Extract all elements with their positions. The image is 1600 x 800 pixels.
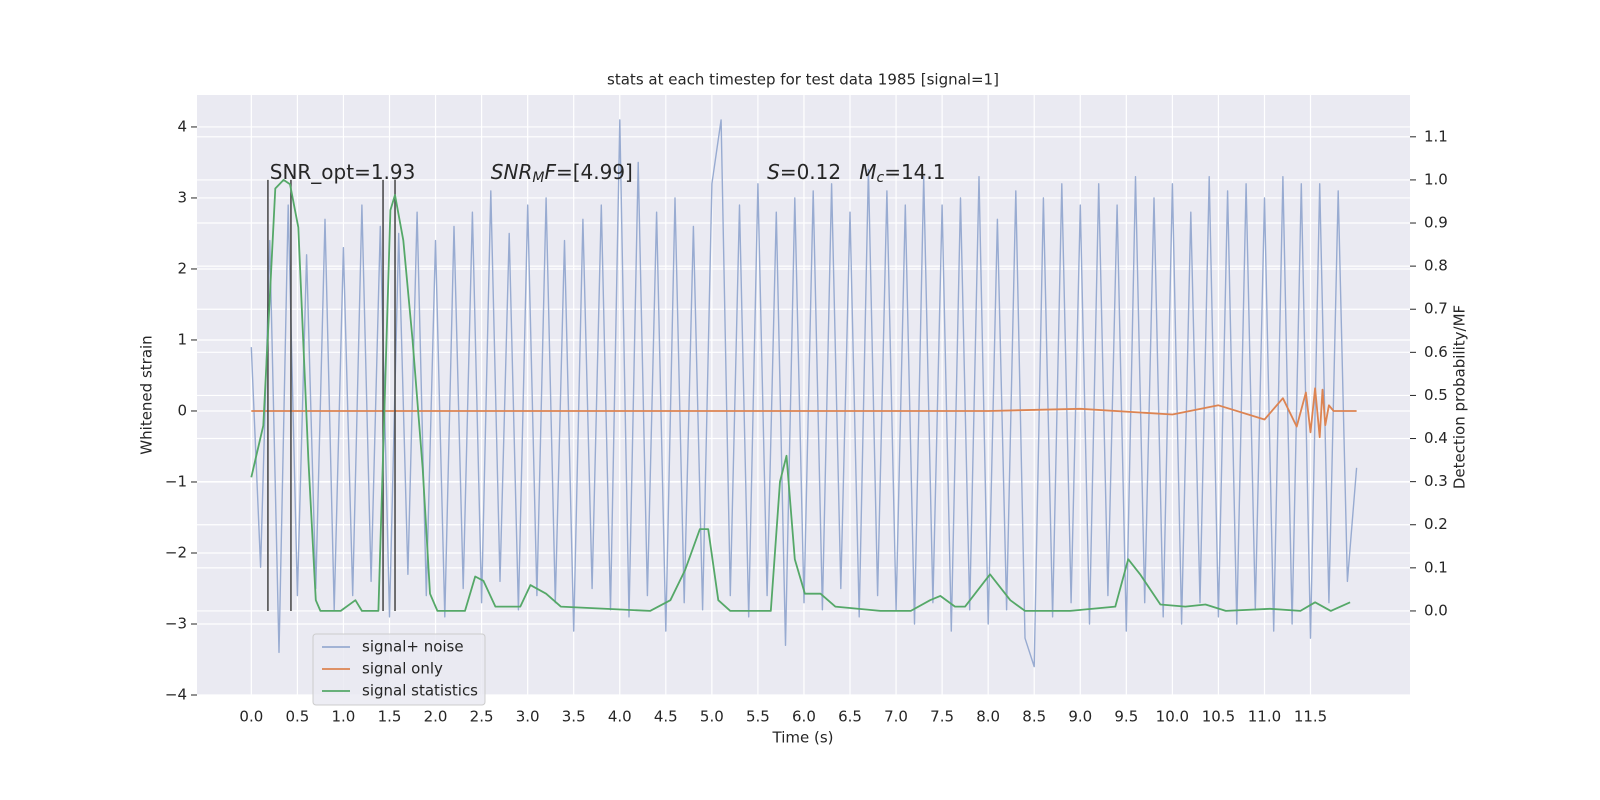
series-line bbox=[250, 179, 1351, 612]
legend-label: signal only bbox=[362, 660, 443, 678]
y2-tick-label: 0.5 bbox=[1424, 386, 1448, 404]
annotation: SNRMF=[4.99] bbox=[491, 160, 633, 187]
legend-label: signal+ noise bbox=[362, 638, 464, 656]
x-tick-label: 8.0 bbox=[976, 708, 1000, 726]
annotation-part: =[4.99] bbox=[556, 160, 633, 184]
x-tick-label: 3.0 bbox=[516, 708, 540, 726]
annotation: Mc=14.1 bbox=[859, 160, 945, 187]
y2-tick-label: 1.0 bbox=[1424, 170, 1448, 188]
marks: SNR_opt=1.93 SNRMF=[4.99] S=0.12 Mc=14.1 bbox=[250, 119, 1358, 668]
y2-tick-label: 0.6 bbox=[1424, 343, 1448, 361]
x-tick-label: 7.5 bbox=[930, 708, 954, 726]
x-tick-label: 10.0 bbox=[1156, 708, 1189, 726]
x-tick-label: 10.5 bbox=[1202, 708, 1235, 726]
x-tick-label: 2.5 bbox=[470, 708, 494, 726]
series-line bbox=[250, 119, 1358, 668]
y-tick-label: 3 bbox=[177, 188, 187, 206]
annotation-part: c bbox=[876, 170, 884, 186]
y2-tick-label: 0.3 bbox=[1424, 472, 1448, 490]
y2-tick-label: 0.7 bbox=[1424, 300, 1448, 318]
annotation-part: SNR_opt=1.93 bbox=[270, 160, 416, 184]
annotation-part: =0.12 bbox=[780, 160, 841, 184]
x-tick-label: 6.5 bbox=[838, 708, 862, 726]
annotation-part: S bbox=[767, 160, 780, 184]
y2-tick-label: 0.8 bbox=[1424, 257, 1448, 275]
legend-box bbox=[312, 633, 486, 706]
y2-tick-label: 0.0 bbox=[1424, 601, 1448, 619]
y-tick-label: −3 bbox=[165, 614, 187, 632]
x-axis-label: Time (s) bbox=[772, 729, 834, 747]
y-tick-label: 4 bbox=[177, 117, 187, 135]
annotation-part: M bbox=[532, 170, 544, 186]
x-tick-label: 9.5 bbox=[1114, 708, 1138, 726]
annotation-part: =14.1 bbox=[884, 160, 945, 184]
x-tick-label: 8.5 bbox=[1022, 708, 1046, 726]
x-tick-label: 9.0 bbox=[1068, 708, 1092, 726]
x-tick-label: 5.5 bbox=[746, 708, 770, 726]
x-tick-label: 1.5 bbox=[378, 708, 402, 726]
x-tick-label: 2.0 bbox=[424, 708, 448, 726]
y-tick-label: 2 bbox=[177, 259, 187, 277]
x-tick-label: 11.5 bbox=[1294, 708, 1327, 726]
x-tick-label: 7.0 bbox=[884, 708, 908, 726]
x-tick-label: 1.0 bbox=[332, 708, 356, 726]
x-tick-label: 5.0 bbox=[700, 708, 724, 726]
x-tick-label: 0.0 bbox=[239, 708, 263, 726]
y2-tick-label: 0.1 bbox=[1424, 558, 1448, 576]
y2-axis-label: Detection probability/MF bbox=[1451, 305, 1469, 489]
y2-tick-label: 1.1 bbox=[1424, 127, 1448, 145]
ticks: 0.0 0.5 1.0 1.5 2.0 2.5 3.0 3.5 4.0 4.5 5.0 5.5 6.0 6… bbox=[165, 117, 1448, 725]
y2-tick-label: 0.4 bbox=[1424, 429, 1448, 447]
y-tick-label: −4 bbox=[165, 686, 187, 704]
legend-label: signal statistics bbox=[362, 682, 478, 700]
annotation-part: F bbox=[544, 160, 556, 184]
legend: signal+ noise signal only signal statistic… bbox=[312, 633, 486, 706]
x-tick-label: 4.5 bbox=[654, 708, 678, 726]
series-line bbox=[251, 387, 1357, 439]
chart-title: stats at each timestep for test data 198… bbox=[607, 71, 999, 89]
annotation-part: SNR bbox=[491, 160, 533, 184]
x-tick-label: 3.5 bbox=[562, 708, 586, 726]
x-tick-label: 6.0 bbox=[792, 708, 816, 726]
y-axis-label: Whitened strain bbox=[138, 335, 156, 454]
annotation: SNR_opt=1.93 bbox=[270, 160, 416, 184]
y2-tick-label: 0.9 bbox=[1424, 214, 1448, 232]
x-tick-label: 11.0 bbox=[1248, 708, 1281, 726]
y-tick-label: 1 bbox=[177, 330, 187, 348]
annotation: S=0.12 bbox=[767, 160, 841, 184]
annotation-part: M bbox=[859, 160, 876, 184]
x-tick-label: 4.0 bbox=[608, 708, 632, 726]
y-tick-label: −2 bbox=[165, 543, 187, 561]
y-tick-label: −1 bbox=[165, 472, 187, 490]
y-tick-label: 0 bbox=[177, 401, 187, 419]
y2-tick-label: 0.2 bbox=[1424, 515, 1448, 533]
x-tick-label: 0.5 bbox=[285, 708, 309, 726]
